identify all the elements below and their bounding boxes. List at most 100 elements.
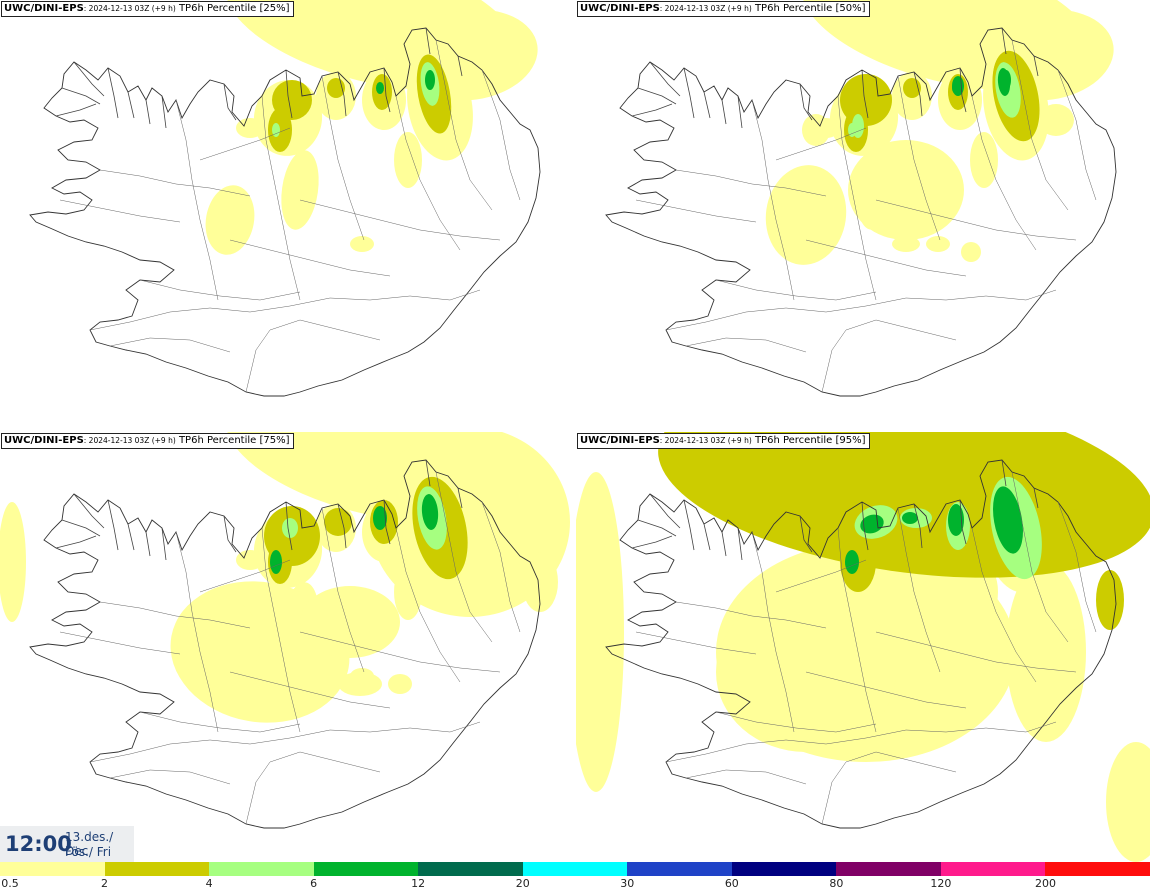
fjord-line [107,67,119,119]
road-line [299,199,501,241]
legend-swatch [209,862,314,876]
precip-area [376,82,384,94]
precip-area [373,506,387,530]
fjord-line [383,499,391,545]
road-line [175,99,219,301]
legend-label: 60 [724,877,739,890]
panel-title-75: UWC/DINI-EPS: 2024-12-13 03Z (+9 h) TP6h… [1,433,294,449]
coastline [29,27,541,397]
road-line [635,631,757,655]
road-line [821,319,957,393]
panel-95: UWC/DINI-EPS: 2024-12-13 03Z (+9 h) TP6h… [576,432,1150,862]
precip-area [993,486,1023,554]
fjord-line [107,499,119,551]
road-line [875,631,1077,673]
fjord-line [959,499,967,545]
fjord-line [861,69,869,119]
fjord-line [861,501,869,551]
precip-area [952,76,964,96]
precip-area [970,132,998,188]
fjord-line [721,531,727,557]
field-name: TP6h Percentile [25%] [175,3,290,14]
road-line [715,279,877,301]
road-line [751,99,795,301]
road-line [1011,471,1069,643]
legend-swatch [627,862,732,876]
precip-area [300,586,400,658]
legend-swatch [313,862,419,876]
road-line [109,337,231,353]
road-line [837,95,877,301]
fjord-line [637,87,677,105]
road-line [875,199,1077,241]
road-line [435,471,493,643]
road-line [89,721,481,763]
road-line [261,527,301,733]
map-95 [576,432,1150,862]
legend-swatch [0,862,105,876]
precip-area [840,74,892,126]
fjord-line [73,61,105,97]
fjord-line [703,523,711,551]
fjord-line [683,499,695,551]
coastline [605,459,1117,829]
valid-weekday: Fös./ Fri [65,845,112,859]
fjord-line [61,87,101,105]
road-line [837,527,877,733]
fjord-line [73,493,105,529]
road-line [751,531,795,733]
road-line [971,527,1037,683]
run-info: : 2024-12-13 03Z (+9 h) [83,436,176,445]
precip-area [350,236,374,252]
run-info: : 2024-12-13 03Z (+9 h) [83,4,176,13]
precip-area [961,242,981,262]
legend-label: 120 [930,877,952,890]
precip-area [997,68,1011,96]
map-25 [29,0,541,397]
legend-labels: 0.5 2 4 6 12 20 30 60 80 120 200 [0,876,1150,891]
fjord-line [337,503,347,549]
model-name: UWC/DINI-EPS [4,435,84,446]
fjord-line [55,535,97,549]
road-line [229,239,391,277]
fjord-line [637,519,677,537]
field-name: TP6h Percentile [95%] [751,435,866,446]
fjord-line [649,61,681,97]
precip-area [370,432,570,617]
road-line [59,199,181,223]
panel-50: UWC/DINI-EPS: 2024-12-13 03Z (+9 h) TP6h… [576,0,1150,430]
legend-label: 2 [101,877,109,890]
fjord-line [913,71,923,117]
road-line [245,319,381,393]
road-line [685,337,807,353]
precip-area [425,70,435,90]
fjord-line [631,103,673,117]
precip-area [1096,570,1124,630]
precip-area [802,114,830,146]
road-line [99,601,251,629]
legend-swatch [836,862,941,876]
road-line [481,501,521,633]
model-name: UWC/DINI-EPS [580,435,660,446]
model-name: UWC/DINI-EPS [580,3,660,14]
fjord-line [799,515,813,553]
coastline [29,459,541,829]
road-line [1057,69,1097,201]
road-line [299,631,501,673]
fjord-line [457,55,463,77]
legend-swatch [731,862,837,876]
legend-label: 80 [829,877,844,890]
road-line [175,531,219,733]
road-line [635,199,757,223]
precip-area [281,150,319,230]
legend-colorbar [0,862,1150,876]
field-name: TP6h Percentile [75%] [175,435,290,446]
road-line [59,631,181,655]
road-line [665,721,1057,763]
precip-area [0,502,26,622]
fjord-line [145,531,151,557]
precip-area [522,552,558,612]
fjord-line [1001,27,1007,55]
road-line [805,671,967,709]
precip-area [272,123,280,137]
